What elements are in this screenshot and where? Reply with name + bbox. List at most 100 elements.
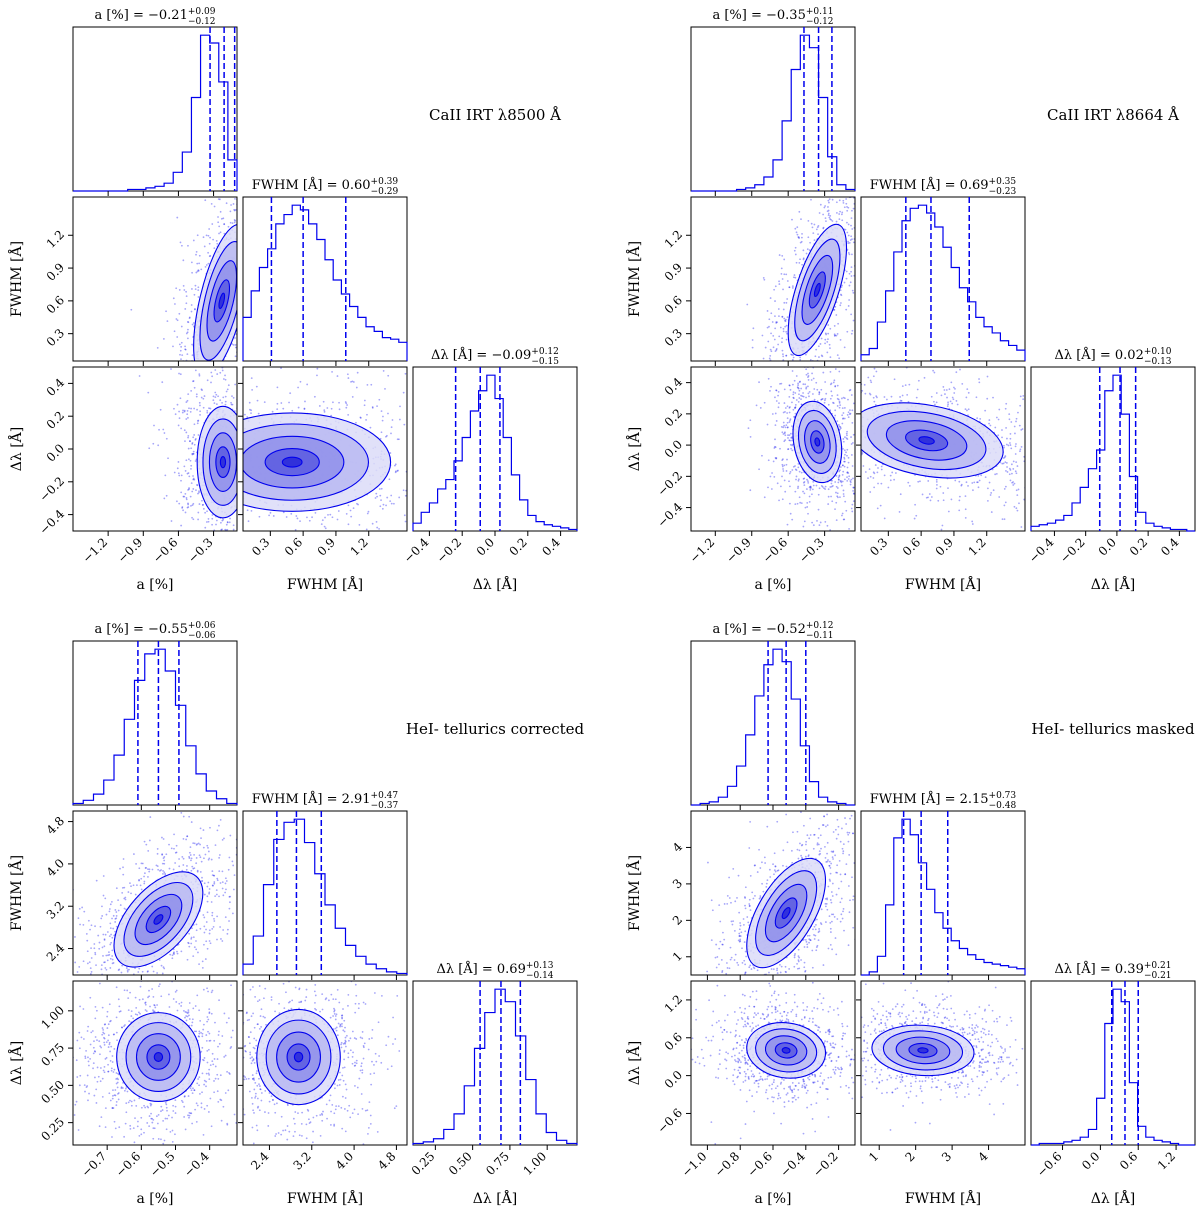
sample-point <box>191 354 194 357</box>
sample-point <box>252 567 254 569</box>
sample-point <box>846 448 849 451</box>
sample-point <box>230 204 232 206</box>
sample-point <box>357 503 359 506</box>
sample-point <box>810 222 813 225</box>
sample-point <box>852 193 854 195</box>
sample-point <box>818 391 821 393</box>
sample-point <box>230 116 232 118</box>
sample-point <box>802 490 804 493</box>
sample-point <box>276 546 278 548</box>
sample-point <box>167 457 169 460</box>
sample-point <box>247 540 249 542</box>
sample-point <box>819 203 822 206</box>
sample-point <box>408 524 410 526</box>
sample-point <box>232 524 235 527</box>
sample-point <box>175 287 178 290</box>
sample-point <box>159 488 161 490</box>
sample-point <box>790 368 792 370</box>
sample-point <box>839 289 842 292</box>
sample-point <box>780 371 782 373</box>
sample-point <box>229 603 231 605</box>
a-vs-dl-panel: −1.2 −0.9 −0.6 −0.3−0.4−0.20.00.20.4 <box>655 326 856 566</box>
sample-point <box>268 514 270 517</box>
sample-point <box>845 509 848 512</box>
sample-point <box>845 437 848 440</box>
sample-point <box>844 228 847 231</box>
sample-point <box>234 355 237 358</box>
density-contour <box>281 456 303 468</box>
sample-point <box>831 198 834 201</box>
sample-point <box>542 468 544 470</box>
sample-point <box>245 294 247 296</box>
sample-point <box>78 470 80 472</box>
sample-point <box>250 236 252 238</box>
sample-point <box>849 281 852 284</box>
sample-point <box>348 541 350 543</box>
sample-point <box>245 292 247 294</box>
sample-point <box>781 459 784 462</box>
sample-point <box>785 330 788 333</box>
sample-point <box>180 345 183 348</box>
sample-point <box>146 495 148 497</box>
sample-point <box>299 520 301 522</box>
title-err-plus: +0.39 <box>371 177 399 187</box>
sample-point <box>794 406 797 408</box>
sample-point <box>240 206 242 208</box>
sample-point <box>187 506 190 508</box>
sample-point <box>252 409 254 411</box>
sample-point <box>190 416 192 418</box>
dl-y-tick-label: 0.2 <box>44 408 67 431</box>
sample-point <box>192 448 194 450</box>
sample-point <box>239 244 241 246</box>
sample-point <box>248 401 251 404</box>
title-err-minus: −0.29 <box>371 187 399 197</box>
sample-point <box>828 391 830 393</box>
sample-point <box>850 326 852 328</box>
sample-point <box>832 381 835 384</box>
title-err-plus: +0.12 <box>531 347 559 357</box>
sample-point <box>770 369 772 371</box>
sample-point <box>268 106 270 108</box>
sample-point <box>768 325 770 328</box>
sample-point <box>181 411 184 414</box>
sample-point <box>843 206 846 209</box>
sample-point <box>323 409 326 412</box>
sample-point <box>847 411 850 414</box>
sample-point <box>841 356 843 358</box>
sample-point <box>834 334 837 337</box>
sample-point <box>850 394 853 396</box>
sample-point <box>385 434 388 437</box>
sample-point <box>781 254 784 257</box>
sample-point <box>294 66 296 68</box>
sample-point <box>842 518 845 521</box>
sample-point <box>234 344 237 346</box>
sample-point <box>186 368 188 370</box>
sample-point <box>448 389 450 391</box>
sample-point <box>219 231 222 234</box>
sample-point <box>806 501 809 504</box>
sample-point <box>233 219 236 221</box>
sample-point <box>750 391 752 393</box>
sample-point <box>820 484 823 487</box>
sample-point <box>157 504 159 506</box>
sample-point <box>168 450 170 452</box>
sample-point <box>198 389 200 391</box>
fwhm-y-tick-label: 0.9 <box>44 260 67 283</box>
sample-point <box>170 490 172 492</box>
sample-point <box>862 235 864 237</box>
sample-point <box>803 373 805 375</box>
sample-point <box>189 459 192 462</box>
sample-point <box>853 493 855 495</box>
a-histogram <box>691 34 856 192</box>
sample-point <box>235 563 237 565</box>
dl-x-tick-label: 0.0 <box>474 535 497 558</box>
sample-point <box>141 477 143 479</box>
sample-point <box>793 415 795 418</box>
sample-point <box>771 402 773 404</box>
sample-point <box>811 361 813 363</box>
sample-point <box>240 314 242 316</box>
sample-point <box>374 497 377 499</box>
sample-point <box>791 518 794 521</box>
sample-point <box>254 533 256 535</box>
sample-point <box>295 515 298 517</box>
